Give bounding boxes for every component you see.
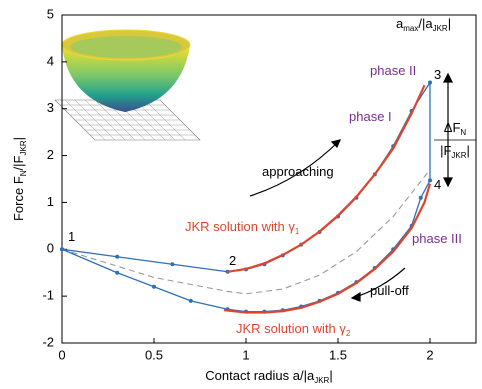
annotation: 3 xyxy=(434,67,441,82)
y-tick-label: 1 xyxy=(47,194,54,209)
x-tick-label: 2 xyxy=(426,347,433,362)
annotation: 1 xyxy=(68,229,75,244)
chart: 00.511.52-2-1012345Contact radius a/|aJK… xyxy=(0,0,482,389)
subscript: max xyxy=(403,24,418,33)
subscript: N xyxy=(460,128,466,137)
subscript: JKR xyxy=(451,151,466,160)
subscript: 2 xyxy=(346,329,351,338)
y-tick-label: 2 xyxy=(47,147,54,162)
annotation: approaching xyxy=(262,164,334,179)
annotation: phase II xyxy=(370,63,416,78)
y-tick-label: 5 xyxy=(47,6,54,21)
text-part: /|F xyxy=(11,155,26,170)
text-part: | xyxy=(467,143,470,158)
annotation: pull-off xyxy=(370,283,409,298)
x-tick-label: 0.5 xyxy=(145,347,163,362)
text-part: phase III xyxy=(412,231,462,246)
annotation: JKR solution with γ2 xyxy=(236,321,351,338)
annotation: amax/|aJKR| xyxy=(396,16,451,33)
x-axis-label: Contact radius a/|aJKR| xyxy=(205,368,332,385)
text-part: 3 xyxy=(434,67,441,82)
subscript: JKR xyxy=(433,24,448,33)
text-part: JKR solution with γ xyxy=(236,321,346,336)
text-part: | xyxy=(448,16,451,31)
y-tick-label: 0 xyxy=(47,241,54,256)
data-point xyxy=(419,196,423,200)
text-part: Contact radius a/|a xyxy=(205,368,315,383)
text-part: Force F xyxy=(11,176,26,221)
text-part: | xyxy=(11,137,26,140)
y-tick-label: 3 xyxy=(47,100,54,115)
text-part: phase II xyxy=(370,63,416,78)
text-part: | xyxy=(329,368,332,383)
x-tick-label: 0 xyxy=(58,347,65,362)
text-part: phase I xyxy=(349,109,392,124)
text-part: 1 xyxy=(68,229,75,244)
subscript: JKR xyxy=(314,376,329,385)
data-point xyxy=(115,271,119,275)
text-part: ΔF xyxy=(444,120,461,135)
x-tick-label: 1.5 xyxy=(329,347,347,362)
y-tick-label: 4 xyxy=(47,53,54,68)
x-tick-label: 1 xyxy=(242,347,249,362)
annotation: ΔFN xyxy=(444,120,467,137)
subscript: 1 xyxy=(295,227,300,236)
data-point xyxy=(115,255,119,259)
text-part: 2 xyxy=(229,253,236,268)
annotation: 2 xyxy=(229,253,236,268)
annotation: 4 xyxy=(434,177,441,192)
inset-surface xyxy=(55,30,200,140)
data-point xyxy=(170,262,174,266)
annotation: phase I xyxy=(349,109,392,124)
text-part: 4 xyxy=(434,177,441,192)
y-tick-label: -1 xyxy=(42,288,54,303)
data-point xyxy=(428,80,432,84)
text-part: /|a xyxy=(418,16,433,31)
annotation: JKR solution with γ1 xyxy=(185,219,300,236)
text-part: approaching xyxy=(262,164,334,179)
y-axis-label: Force FN/|FJKR| xyxy=(11,137,28,221)
data-point xyxy=(60,247,64,251)
data-point xyxy=(152,285,156,289)
annotation: |FJKR| xyxy=(440,143,470,160)
text-part: JKR solution with γ xyxy=(185,219,295,234)
text-part: pull-off xyxy=(370,283,409,298)
text-part: |F xyxy=(440,143,451,158)
subscript: JKR xyxy=(19,140,28,155)
y-tick-label: -2 xyxy=(42,334,54,349)
data-point xyxy=(189,299,193,303)
annotation: phase III xyxy=(412,231,462,246)
data-point xyxy=(428,178,432,182)
